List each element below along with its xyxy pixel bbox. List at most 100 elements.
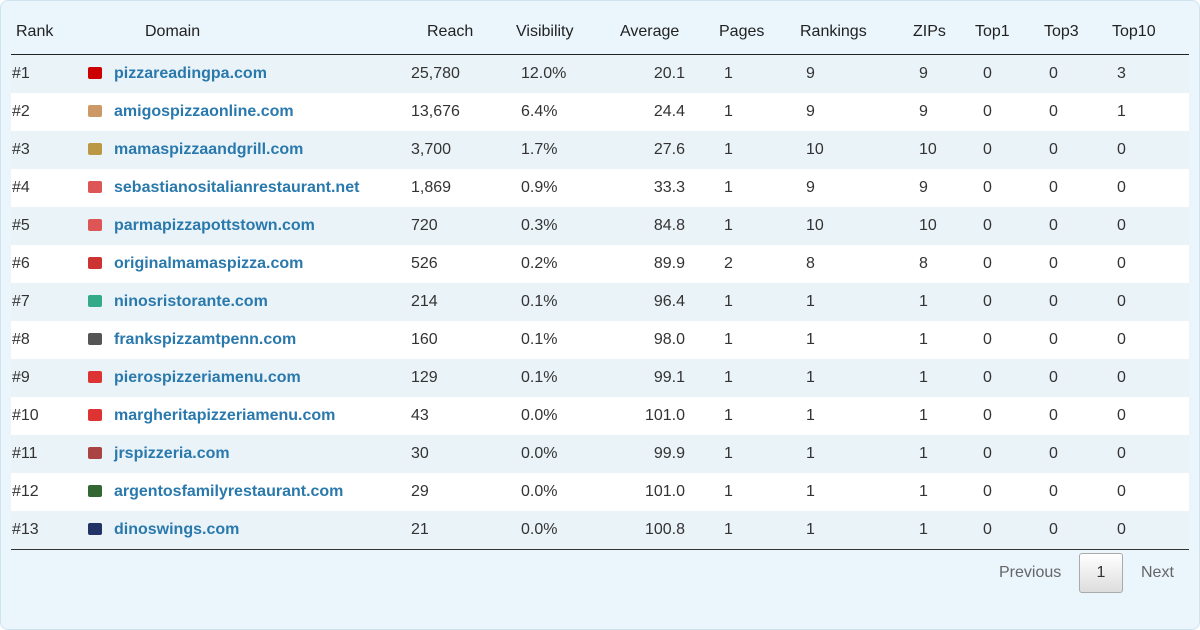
visibility-cell: 0.9%	[521, 179, 558, 196]
domain-link[interactable]: sebastianositalianrestaurant.net	[114, 179, 360, 196]
table-row: #13 dinoswings.com 21 0.0% 100.8 1 1 1 0 0 0	[11, 511, 1189, 550]
domain-link[interactable]: mamaspizzaandgrill.com	[114, 141, 304, 158]
top1-cell: 0	[983, 65, 992, 82]
rankings-cell: 9	[806, 103, 815, 120]
rank-cell: #8	[12, 331, 30, 348]
favicon	[88, 67, 102, 79]
average-cell: 100.8	[600, 511, 700, 550]
average-cell: 33.3	[653, 179, 685, 196]
domain-link[interactable]: frankspizzamtpenn.com	[114, 331, 297, 348]
rankings-cell: 10	[806, 141, 824, 158]
pagination: Previous 1 Next	[981, 553, 1191, 593]
rank-cell: #6	[12, 255, 30, 272]
top3-cell: 0	[1049, 179, 1058, 196]
top3-cell: 0	[1049, 293, 1058, 310]
favicon	[88, 371, 102, 383]
visibility-cell: 1.7%	[521, 141, 558, 158]
pages-cell: 1	[724, 217, 733, 234]
visibility-cell: 6.4%	[521, 103, 558, 120]
column-header: Rankings	[785, 10, 900, 55]
domain-link[interactable]: margheritapizzeriamenu.com	[114, 407, 336, 424]
top1-cell: 0	[983, 141, 992, 158]
top3-cell: 0	[1049, 255, 1058, 272]
top1-cell: 0	[983, 369, 992, 386]
domain-link[interactable]: parmapizzapottstown.com	[114, 217, 315, 234]
zips-cell: 10	[919, 141, 937, 158]
domain-cell: amigospizzaonline.com	[85, 93, 400, 131]
top10-cell: 0	[1117, 483, 1126, 500]
table-row: #7 ninosristorante.com 214 0.1% 96.4 1 1 1 0 0 0	[11, 283, 1189, 321]
favicon	[88, 257, 102, 269]
domain-link[interactable]: pizzareadingpa.com	[114, 65, 267, 82]
pages-cell: 1	[724, 369, 733, 386]
table-row: #4 sebastianositalianrestaurant.net 1,869 0…	[11, 169, 1189, 207]
rankings-cell: 1	[806, 331, 815, 348]
top10-cell: 0	[1117, 293, 1126, 310]
average-cell: 24.4	[653, 103, 685, 120]
reach-cell: 1,869	[411, 179, 452, 196]
next-button[interactable]: Next	[1141, 564, 1174, 581]
rank-cell: #10	[12, 407, 39, 424]
favicon	[88, 181, 102, 193]
favicon	[88, 105, 102, 117]
top10-cell: 0	[1117, 217, 1126, 234]
zips-cell: 8	[919, 255, 928, 272]
favicon	[88, 485, 102, 497]
average-cell: 98.0	[653, 331, 685, 348]
rank-cell: #3	[12, 141, 30, 158]
table-row: #5 parmapizzapottstown.com 720 0.3% 84.8 1 10 1…	[11, 207, 1189, 245]
previous-button[interactable]: Previous	[999, 564, 1062, 581]
top3-cell: 0	[1049, 483, 1058, 500]
pages-cell: 1	[724, 293, 733, 310]
average-cell: 99.1	[653, 369, 685, 386]
top1-cell: 0	[983, 293, 992, 310]
domain-cell: dinoswings.com	[85, 511, 400, 550]
top10-cell: 1	[1117, 103, 1126, 120]
reach-cell: 21	[400, 511, 505, 550]
table-row: #6 originalmamaspizza.com 526 0.2% 89.9 2 8 8 0 0…	[11, 245, 1189, 283]
pages-cell: 1	[724, 65, 733, 82]
column-header: ZIPs	[900, 10, 965, 55]
visibility-cell: 12.0%	[521, 65, 567, 82]
domain-link[interactable]: dinoswings.com	[114, 521, 240, 538]
reach-cell: 214	[411, 293, 438, 310]
top3-cell: 0	[1049, 103, 1058, 120]
top10-cell: 3	[1117, 65, 1126, 82]
column-header: Pages	[700, 10, 785, 55]
visibility-cell: 0.0%	[521, 445, 558, 462]
domain-cell: jrspizzeria.com	[85, 435, 400, 473]
visibility-cell: 0.0%	[521, 483, 558, 500]
visibility-cell: 0.1%	[521, 369, 558, 386]
top3-cell: 0	[1035, 511, 1100, 550]
domain-cell: argentosfamilyrestaurant.com	[85, 473, 400, 511]
reach-cell: 160	[411, 331, 438, 348]
top1-cell: 0	[983, 255, 992, 272]
page-button[interactable]: 1	[1079, 553, 1123, 593]
top3-cell: 0	[1049, 369, 1058, 386]
domain-link[interactable]: argentosfamilyrestaurant.com	[114, 483, 344, 500]
domain-link[interactable]: originalmamaspizza.com	[114, 255, 304, 272]
domain-link[interactable]: jrspizzeria.com	[114, 445, 230, 462]
domain-link[interactable]: pierospizzeriamenu.com	[114, 369, 301, 386]
pages-cell: 1	[700, 511, 785, 550]
top3-cell: 0	[1049, 65, 1058, 82]
domain-cell: originalmamaspizza.com	[85, 245, 400, 283]
rank-cell: #9	[12, 369, 30, 386]
visibility-cell: 0.0%	[521, 407, 558, 424]
top1-cell: 0	[965, 511, 1035, 550]
pages-cell: 1	[724, 141, 733, 158]
column-header: Reach	[400, 10, 505, 55]
average-cell: 89.9	[653, 255, 685, 272]
visibility-cell: 0.1%	[521, 331, 558, 348]
column-header: Rank	[11, 10, 85, 55]
reach-cell: 29	[411, 483, 429, 500]
table-row: #10 margheritapizzeriamenu.com 43 0.0% 101.0…	[11, 397, 1189, 435]
domain-link[interactable]: amigospizzaonline.com	[114, 103, 294, 120]
table-row: #8 frankspizzamtpenn.com 160 0.1% 98.0 1 1 1 0 0 0	[11, 321, 1189, 359]
domain-cell: margheritapizzeriamenu.com	[85, 397, 400, 435]
rank-cell: #2	[12, 103, 30, 120]
average-cell: 20.1	[653, 65, 685, 82]
domain-link[interactable]: ninosristorante.com	[114, 293, 268, 310]
column-header: Top3	[1035, 10, 1100, 55]
top10-cell: 0	[1117, 179, 1126, 196]
